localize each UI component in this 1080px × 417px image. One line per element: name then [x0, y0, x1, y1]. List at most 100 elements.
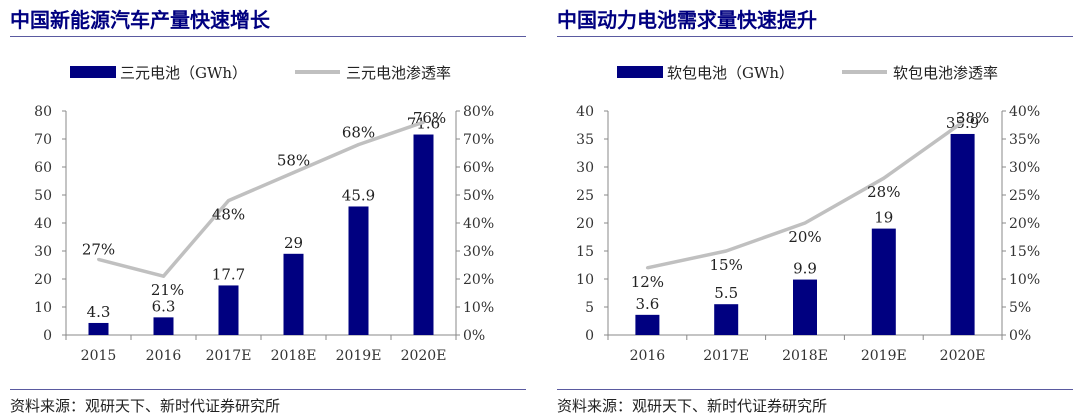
y-tick-label-left: 0 [43, 328, 52, 344]
y-tick-label-left: 5 [585, 300, 594, 316]
y-tick-label-right: 25% [1009, 188, 1040, 204]
panel-ternary-battery: 中国新能源汽车产量快速增长 三元电池（GWh） 三元电池渗透率 0 10 20 30 40 5… [10, 0, 530, 417]
line-point [803, 221, 807, 225]
title-rule [10, 36, 526, 37]
line-value-label: 21% [151, 281, 184, 299]
x-tick-label: 2020E [401, 348, 447, 364]
x-tick-label: 2018E [782, 348, 828, 364]
line-point [227, 199, 230, 203]
chart-pouch-battery: 软包电池（GWh） 软包电池渗透率 0 5 10 15 20 25 30 35 40 0% 5% 10% 1… [576, 64, 1040, 364]
y-tick-label-left: 20 [576, 216, 594, 232]
line-value-label: 38% [956, 109, 989, 127]
bar [218, 285, 239, 335]
x-tick-label: 2019E [336, 348, 382, 364]
source-rule [557, 389, 1073, 390]
bar-value-label: 17.7 [212, 265, 245, 283]
line-value-label: 48% [212, 206, 245, 224]
y-tick-label-left: 20 [34, 272, 52, 288]
bar [635, 314, 660, 335]
y-tick-label-left: 35 [576, 132, 594, 148]
bar-value-label: 5.5 [714, 284, 738, 302]
y-tick-label-left: 30 [576, 160, 594, 176]
source-rule [10, 389, 526, 390]
chart-title: 中国动力电池需求量快速提升 [557, 8, 817, 32]
y-tick-label-right: 35% [1009, 132, 1040, 148]
y-tick-label-right: 10% [1009, 272, 1040, 288]
y-tick-label-right: 40% [463, 216, 494, 232]
line-value-label: 28% [867, 183, 900, 201]
line-point [357, 143, 360, 147]
line-value-label: 27% [82, 240, 115, 258]
line-point [97, 257, 100, 261]
y-tick-label-left: 25 [576, 188, 594, 204]
x-tick-label: 2018E [271, 348, 317, 364]
bar-value-label: 3.6 [635, 295, 659, 313]
y-tick-label-left: 15 [576, 244, 594, 260]
line-point [292, 171, 295, 175]
legend-bar-label: 三元电池（GWh） [120, 64, 247, 82]
bar [413, 134, 434, 335]
y-tick-label-right: 0% [1009, 328, 1031, 344]
y-tick-label-right: 80% [463, 104, 494, 120]
bar [714, 304, 739, 335]
y-tick-label-left: 60 [34, 160, 52, 176]
line-value-label: 76% [413, 109, 446, 127]
y-tick-label-right: 20% [463, 272, 494, 288]
bar [348, 206, 369, 335]
line-value-label: 15% [710, 256, 743, 274]
legend-bar-label: 软包电池（GWh） [667, 64, 794, 82]
bar [793, 279, 817, 335]
y-tick-label-right: 60% [463, 160, 494, 176]
y-tick-label-right: 5% [1009, 300, 1031, 316]
y-tick-label-left: 70 [34, 132, 52, 148]
bar [950, 133, 975, 335]
bar-value-label: 9.9 [793, 260, 817, 278]
bar-value-label: 45.9 [342, 186, 375, 204]
y-tick-label-right: 30% [463, 244, 494, 260]
line-point [645, 266, 649, 270]
x-tick-label: 2015 [81, 348, 117, 364]
x-tick-label: 2019E [861, 348, 907, 364]
line-point [882, 176, 886, 180]
y-tick-label-left: 40 [576, 104, 594, 120]
y-tick-label-right: 40% [1009, 104, 1040, 120]
x-tick-label: 2017E [206, 348, 252, 364]
y-tick-label-left: 50 [34, 188, 52, 204]
line-point [961, 120, 965, 124]
chart-ternary-battery: 三元电池（GWh） 三元电池渗透率 0 10 20 30 40 50 60 70 80 0% 10% 20… [34, 64, 494, 364]
y-tick-label-left: 0 [585, 328, 594, 344]
panel-pouch-battery: 中国动力电池需求量快速提升 软包电池（GWh） 软包电池渗透率 0 5 10 15 20 25… [557, 0, 1077, 417]
x-tick-label: 2017E [703, 348, 749, 364]
line-point [162, 274, 165, 278]
y-tick-label-right: 20% [1009, 216, 1040, 232]
y-tick-label-left: 40 [34, 216, 52, 232]
y-tick-label-left: 30 [34, 244, 52, 260]
y-tick-label-left: 10 [34, 300, 52, 316]
y-tick-label-right: 50% [463, 188, 494, 204]
y-tick-label-right: 10% [463, 300, 494, 316]
legend-line-label: 三元电池渗透率 [346, 64, 451, 82]
source-note: 资料来源：观研天下、新时代证券研究所 [10, 397, 281, 415]
bar [283, 253, 304, 335]
line-point [422, 120, 425, 124]
bar-value-label: 19 [874, 209, 893, 227]
line-value-label: 12% [631, 273, 664, 291]
y-tick-label-right: 70% [463, 132, 494, 148]
bar [153, 317, 174, 335]
y-tick-label-right: 30% [1009, 160, 1040, 176]
legend-bar-swatch [70, 66, 116, 78]
x-tick-label: 2016 [630, 348, 666, 364]
series-line [98, 120, 425, 278]
y-tick-label-left: 80 [34, 104, 52, 120]
x-tick-label: 2016 [146, 348, 182, 364]
bar [88, 322, 109, 335]
line-point [724, 249, 728, 253]
y-tick-label-right: 0% [463, 328, 485, 344]
legend-line-label: 软包电池渗透率 [893, 64, 998, 82]
y-tick-label-right: 15% [1009, 244, 1040, 260]
bar-value-label: 29 [284, 234, 303, 252]
line-value-label: 58% [277, 152, 310, 170]
x-tick-label: 2020E [940, 348, 986, 364]
chart-title: 中国新能源汽车产量快速增长 [10, 8, 270, 32]
title-rule [557, 36, 1073, 37]
